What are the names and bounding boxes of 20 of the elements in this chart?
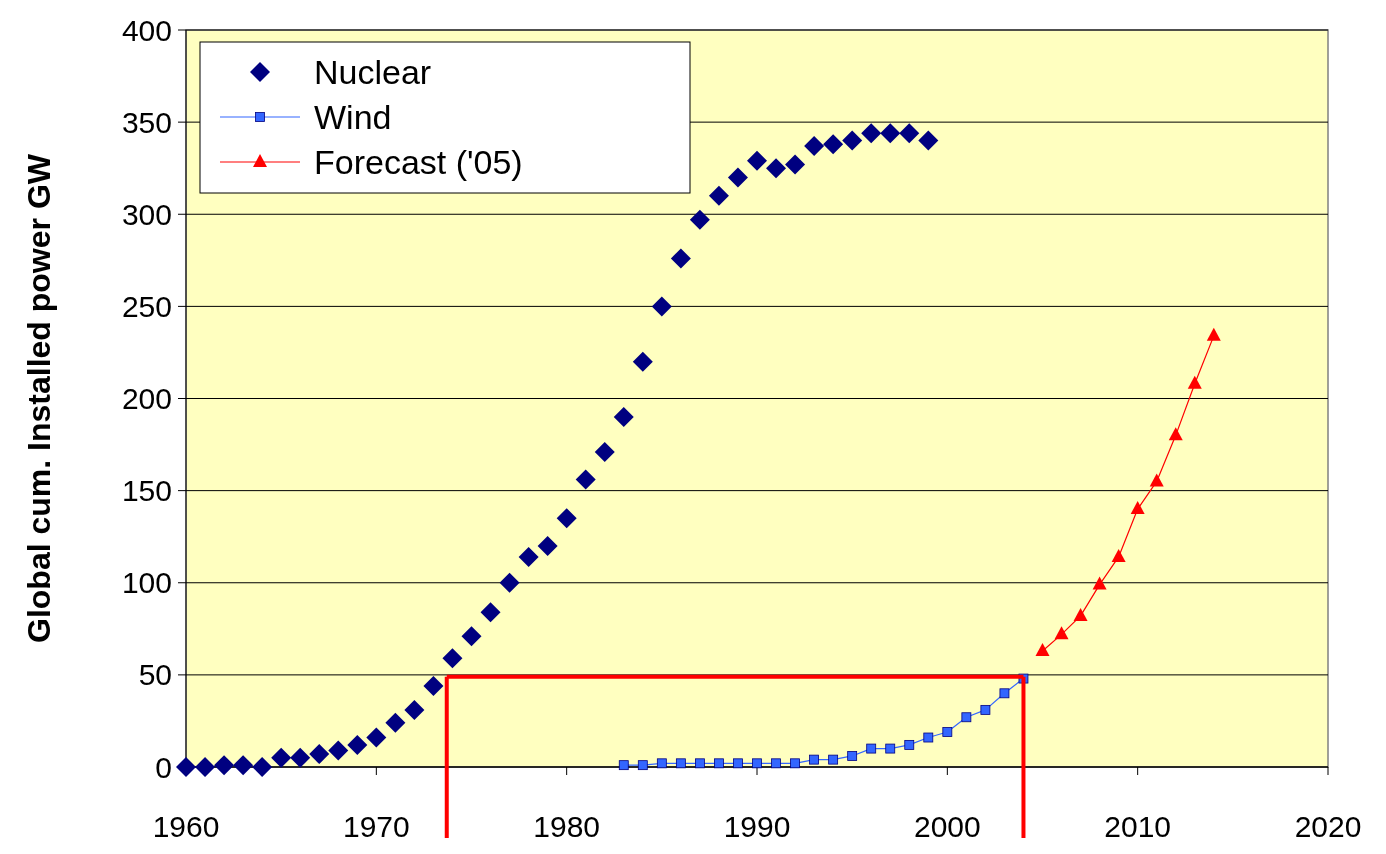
y-tick-label: 150 [121, 474, 172, 508]
y-tick-label: 50 [138, 658, 172, 692]
y-tick-label: 0 [155, 750, 172, 784]
y-tick-label: 200 [121, 382, 172, 415]
legend-label: Wind [314, 98, 392, 136]
y-tick-label: 400 [121, 13, 172, 47]
y-tick-label: 250 [121, 289, 172, 323]
x-tick-label: 2010 [1104, 810, 1172, 843]
y-tick-label: 100 [121, 566, 172, 600]
y-axis-title: Global cum. Installed power GW [21, 153, 57, 643]
x-tick-label: 1990 [723, 810, 791, 843]
y-tick-label: 300 [121, 197, 172, 231]
x-tick-label: 1960 [152, 810, 220, 843]
x-tick-label: 1980 [533, 810, 601, 843]
legend-label: Forecast ('05) [314, 143, 523, 181]
y-tick-label: 350 [121, 105, 172, 139]
x-tick-label: 2020 [1294, 810, 1362, 843]
legend-label: Nuclear [314, 53, 432, 91]
x-tick-label: 2000 [913, 810, 981, 843]
x-tick-label: 1970 [342, 810, 410, 843]
